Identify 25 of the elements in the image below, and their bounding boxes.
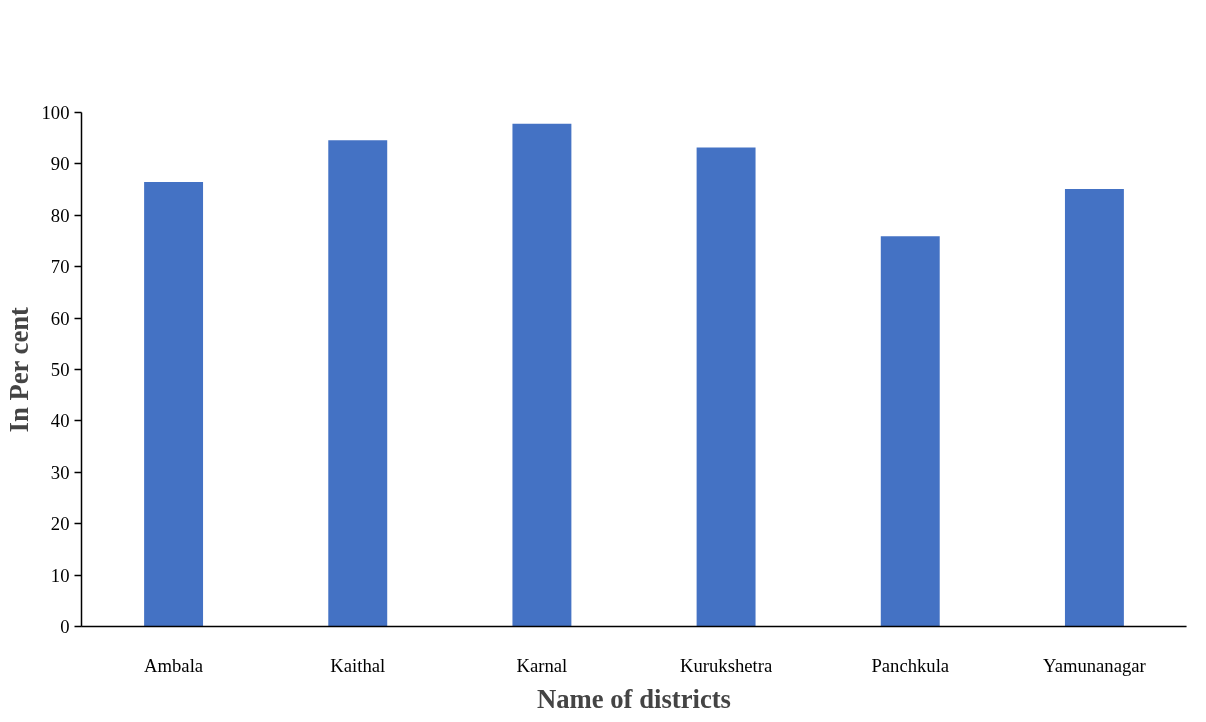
y-tick-label: 0 [60,616,70,637]
x-tick-label: Yamunanagar [1043,654,1147,676]
bar [1064,189,1124,627]
y-tick-label: 80 [50,204,70,226]
bar [696,147,756,627]
y-tick-label: 30 [50,461,70,483]
y-tick-label: 20 [50,513,70,535]
x-tick-label: Panchkula [871,654,950,676]
y-tick-label: 50 [50,359,70,380]
y-tick-label: 10 [50,564,70,586]
y-tick-label: 60 [50,307,70,329]
bar [144,181,204,627]
y-tick-label: 70 [50,256,70,278]
bar [328,140,388,627]
x-tick-label: Kaithal [330,654,386,676]
y-tick-label: 90 [50,153,70,175]
bar [512,123,572,627]
x-axis-title: Name of districts [537,683,731,714]
bar [880,236,940,627]
x-tick-label: Kurukshetra [679,654,773,676]
x-tick-label: Ambala [144,654,204,676]
x-tick-label: Karnal [516,654,568,676]
y-tick-label: 40 [50,410,70,432]
y-tick-label: 100 [41,102,70,123]
y-axis-title: In Per cent [3,306,34,433]
